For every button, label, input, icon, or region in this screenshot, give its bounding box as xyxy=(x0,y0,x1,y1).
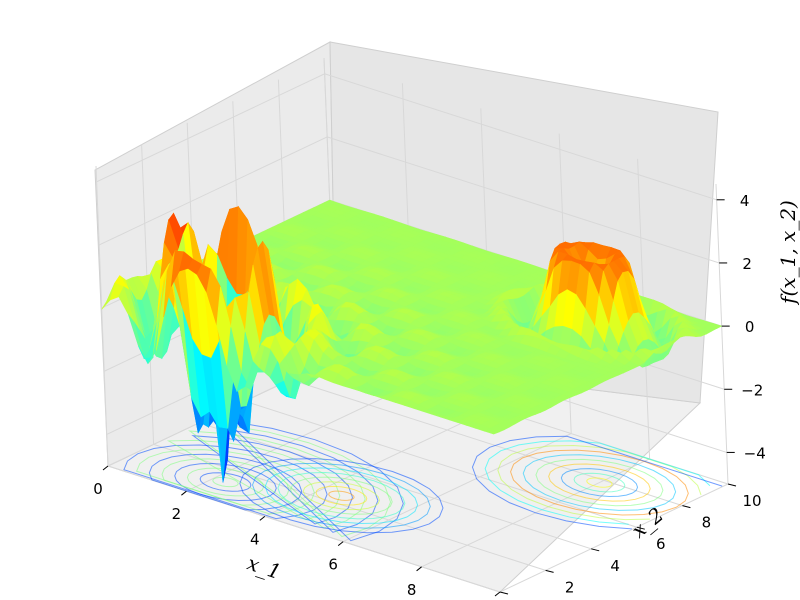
contour-line xyxy=(535,458,664,507)
x-tick-label: 8 xyxy=(407,581,417,599)
wall-grid-y xyxy=(95,165,109,467)
contour-line xyxy=(166,439,341,521)
floor-grid-x xyxy=(499,483,729,593)
x-tick-label: 4 xyxy=(250,530,260,548)
contour-line xyxy=(224,424,392,538)
z-tick-label: −2 xyxy=(741,381,763,399)
contour-line xyxy=(522,454,677,511)
x-tick xyxy=(337,541,344,546)
x-tick xyxy=(181,490,187,496)
contour-line xyxy=(264,467,419,524)
y-tick xyxy=(682,505,691,509)
floor-grid-y xyxy=(153,443,546,571)
y-tick xyxy=(499,591,509,595)
floor-grid-y xyxy=(199,422,592,550)
x-tick xyxy=(102,465,109,471)
surface-mesh xyxy=(101,199,723,483)
x-tick-label: 6 xyxy=(328,556,338,574)
wall-grid-z xyxy=(96,73,717,201)
contour-line xyxy=(290,476,393,515)
z-tick-label: 4 xyxy=(740,192,750,210)
contour-line xyxy=(471,435,723,530)
contour-line xyxy=(560,468,639,497)
contour-line xyxy=(586,477,613,488)
contour-projection xyxy=(123,419,723,542)
x-tick xyxy=(416,566,422,572)
z-tick-label: 0 xyxy=(745,318,755,336)
floor-grid-x xyxy=(342,433,572,543)
floor-grid-y xyxy=(244,400,637,528)
y-tick-label: 6 xyxy=(656,535,666,553)
contour-line xyxy=(188,430,366,529)
y-tick xyxy=(727,483,737,487)
y-tick xyxy=(636,526,645,530)
contour-line xyxy=(239,458,444,534)
contour-line xyxy=(212,476,239,488)
floor-grid-y xyxy=(290,379,683,507)
z-tick-label: −4 xyxy=(744,444,766,462)
contour-line xyxy=(315,485,368,506)
y-tick xyxy=(545,569,554,573)
contour-line xyxy=(251,462,431,529)
x-tick xyxy=(494,591,501,597)
x-tick xyxy=(259,516,266,521)
y-tick-label: 2 xyxy=(565,578,575,596)
contour-line xyxy=(224,419,404,542)
contour-line xyxy=(302,481,381,511)
z-axis-label: f(x_1, x_2) xyxy=(776,200,800,306)
surface-cell xyxy=(484,428,500,435)
contour-line xyxy=(148,453,303,511)
y-tick xyxy=(591,548,600,552)
z-tick-label: 2 xyxy=(742,255,752,273)
x-tick-label: 0 xyxy=(93,480,103,498)
contour-line xyxy=(510,449,689,516)
contour-line xyxy=(277,472,406,520)
x-tick-label: 2 xyxy=(172,505,182,523)
y-tick-label: 10 xyxy=(742,492,761,510)
contour-line xyxy=(123,444,328,520)
contour-line xyxy=(548,463,651,502)
y-tick-label: 4 xyxy=(610,557,620,575)
contour-line xyxy=(573,472,626,493)
wall-grid-x xyxy=(715,183,729,485)
contour-line xyxy=(199,472,252,492)
y-tick-label: 8 xyxy=(702,514,712,532)
x-axis-label: x_1 xyxy=(244,551,284,584)
contour-line xyxy=(186,467,265,497)
wall-grid-z xyxy=(98,136,720,264)
contour-line xyxy=(328,490,355,501)
